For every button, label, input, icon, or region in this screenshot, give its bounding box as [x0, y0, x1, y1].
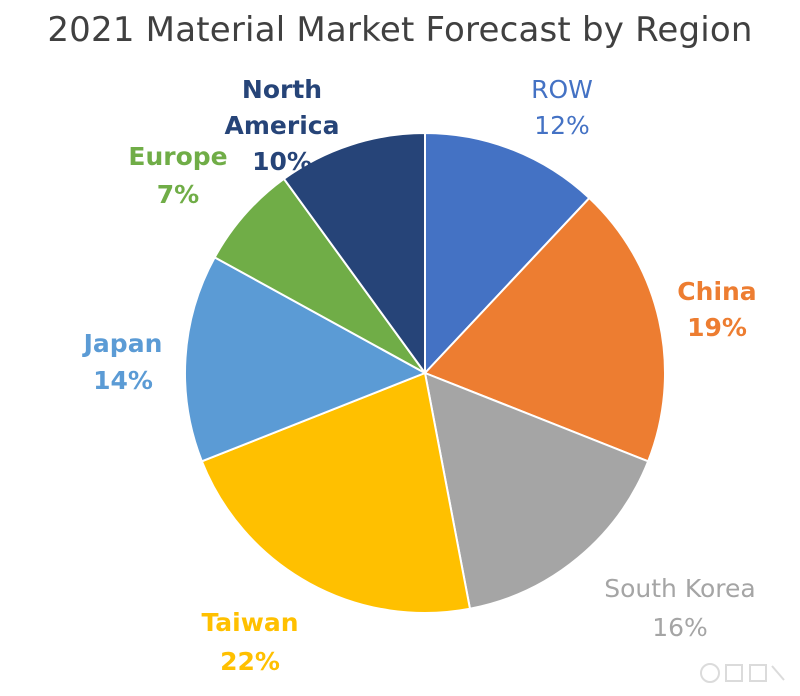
pie-slice-row [424, 131, 591, 376]
slice-value-japan: 14% [93, 366, 153, 395]
slice-value-taiwan: 22% [220, 647, 280, 676]
pie-slice-north-america [282, 131, 426, 377]
watermark-logo-icon [700, 663, 785, 683]
pie-labels: ROW 12% China 19% South Korea 16% Taiwan 22% Jap… [82, 75, 757, 676]
slice-label-japan: Japan [82, 329, 163, 358]
slice-label-row: ROW [531, 75, 593, 104]
pie-slice-taiwan [200, 371, 472, 614]
pie-slice-china [423, 196, 666, 463]
slice-label-north-america-line-1: North [242, 75, 322, 104]
slice-value-europe: 7% [157, 180, 199, 209]
slice-label-europe: Europe [128, 142, 227, 171]
slice-label-taiwan: Taiwan [201, 608, 298, 637]
slice-label-north-america-line-2: America [225, 111, 340, 140]
slice-value-south-korea: 16% [652, 613, 708, 642]
pie-slices [184, 131, 666, 614]
pie-slice-japan [184, 256, 428, 463]
slice-value-row: 12% [534, 111, 590, 140]
slice-value-china: 19% [687, 313, 747, 342]
slice-value-north-america: 10% [252, 147, 312, 176]
slice-label-south-korea: South Korea [604, 574, 755, 603]
pie-slice-europe [213, 177, 426, 374]
slice-label-china: China [677, 277, 756, 306]
pie-slice-south-korea [423, 371, 650, 610]
chart-title: 2021 Material Market Forecast by Region [47, 10, 753, 50]
